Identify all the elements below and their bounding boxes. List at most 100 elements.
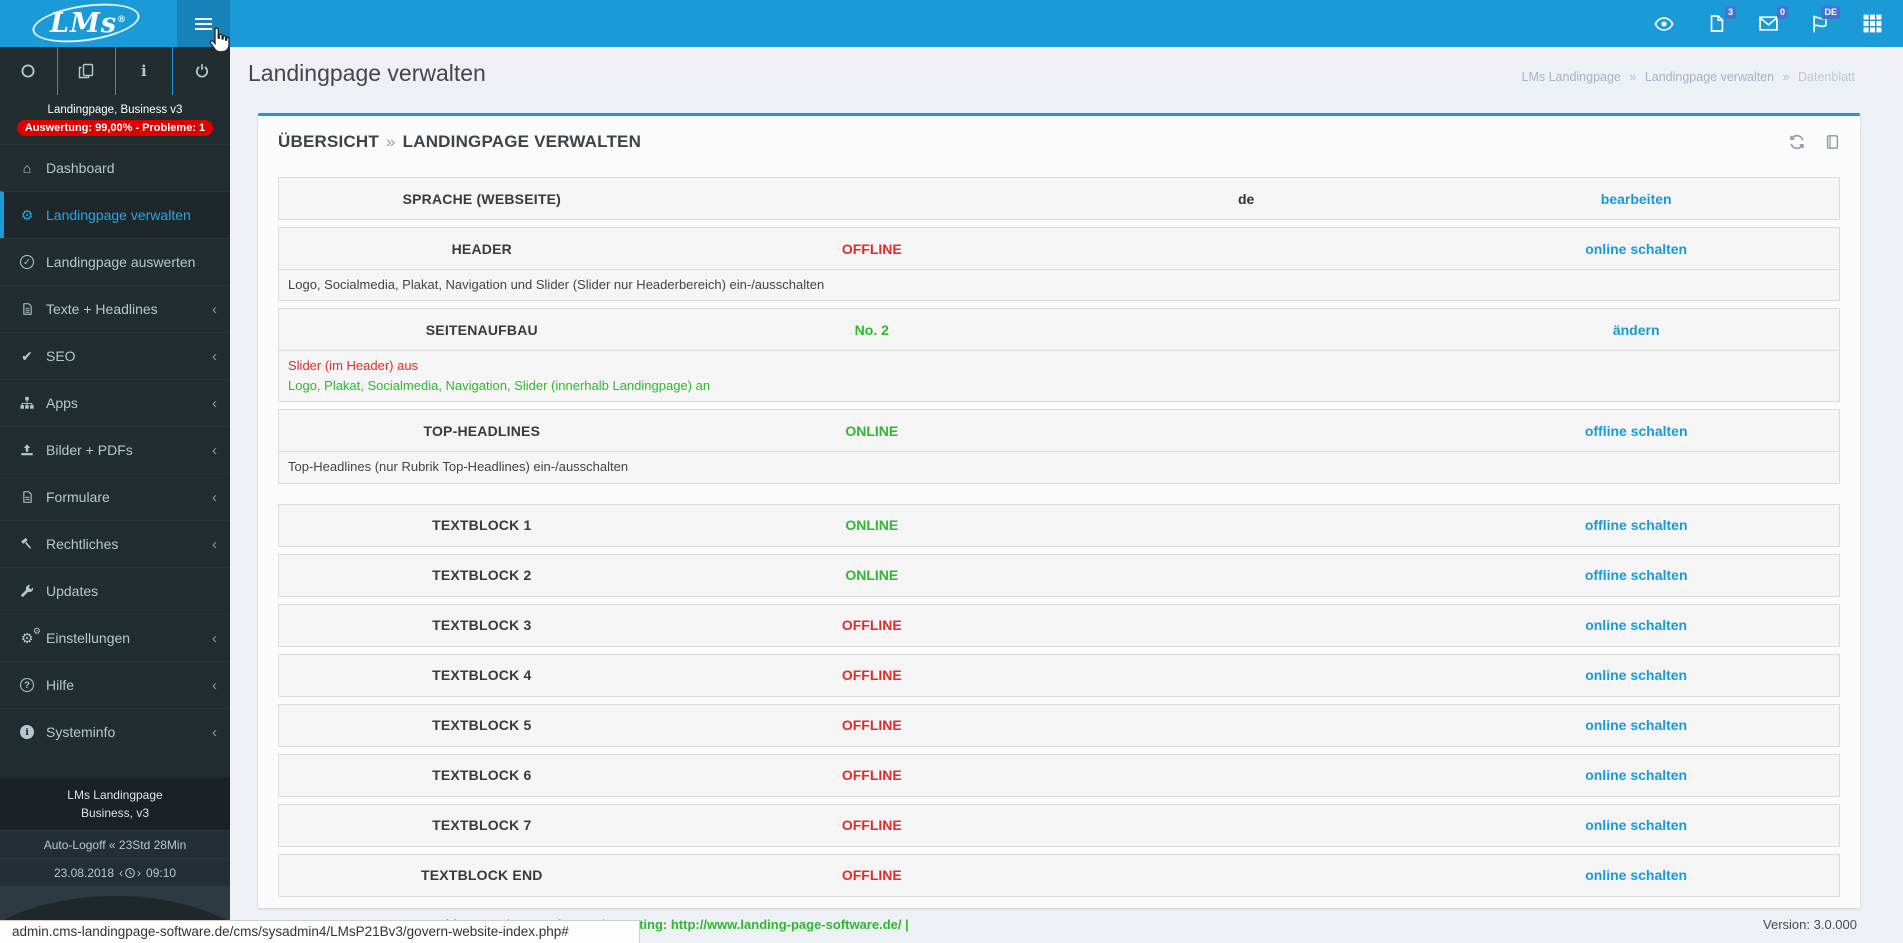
logout-power-button[interactable] bbox=[172, 47, 230, 95]
messages-button[interactable]: 0 bbox=[1757, 5, 1788, 35]
gear-icon: ⚙ bbox=[20, 206, 34, 223]
overview-panel: ÜBERSICHT» LANDINGPAGE VERWALTEN SPRACHE … bbox=[258, 113, 1860, 908]
messages-count-badge: 0 bbox=[1776, 5, 1788, 19]
current-date: 23.08.2018 bbox=[53, 865, 115, 880]
edit-link[interactable]: bearbeiten bbox=[1600, 190, 1672, 207]
row-status: OFFLINE bbox=[841, 667, 902, 684]
toggle-link[interactable]: online schalten bbox=[1585, 867, 1688, 884]
row-description: Logo, Socialmedia, Plakat, Navigation un… bbox=[279, 269, 1839, 300]
row-textblock-2: TEXTBLOCK 2 ONLINE offline schalten bbox=[278, 553, 1840, 597]
footer-product-version: Business, v3 bbox=[80, 806, 150, 820]
row-status: OFFLINE bbox=[841, 240, 902, 257]
circle-icon bbox=[21, 64, 35, 78]
toggle-link[interactable]: offline schalten bbox=[1584, 422, 1688, 439]
breadcrumb-section[interactable]: Landingpage verwalten bbox=[1644, 70, 1775, 84]
sidebar-toggle-button[interactable] bbox=[177, 0, 230, 47]
row-status: OFFLINE bbox=[841, 817, 902, 834]
toggle-link[interactable]: online schalten bbox=[1585, 240, 1688, 257]
topbar: LMs® 3 0 DE bbox=[0, 0, 1903, 49]
row-status: ONLINE bbox=[845, 567, 899, 584]
toggle-link[interactable]: offline schalten bbox=[1584, 567, 1688, 584]
info-circle-icon: i bbox=[15, 725, 39, 739]
app-logo[interactable]: LMs® bbox=[0, 0, 177, 49]
wrench-icon bbox=[15, 584, 39, 598]
toggle-link[interactable]: online schalten bbox=[1585, 817, 1688, 834]
sidebar-item-seo[interactable]: ✔ SEO ‹ bbox=[0, 332, 230, 379]
apps-grid-button[interactable] bbox=[1861, 13, 1883, 35]
sidebar-item-landingpage-auswerten[interactable]: ✓ Landingpage auswerten bbox=[0, 238, 230, 285]
row-sprache: SPRACHE (WEBSEITE) de bearbeiten bbox=[278, 177, 1840, 220]
eye-icon bbox=[1654, 16, 1674, 31]
row-status: OFFLINE bbox=[841, 767, 902, 784]
toggle-link[interactable]: online schalten bbox=[1585, 617, 1688, 634]
refresh-button[interactable] bbox=[1789, 134, 1805, 150]
status-circle-button[interactable] bbox=[0, 47, 57, 95]
grid-icon bbox=[1863, 14, 1881, 33]
row-label: TEXTBLOCK 4 bbox=[432, 667, 532, 684]
sidebar-item-dashboard[interactable]: ⌂ Dashboard bbox=[0, 144, 230, 191]
flag-icon bbox=[1813, 15, 1827, 32]
footer-product-name: LMs Landingpage bbox=[67, 788, 163, 802]
row-label: TEXTBLOCK 6 bbox=[432, 767, 532, 784]
change-link[interactable]: ändern bbox=[1612, 321, 1660, 338]
sidebar-item-bilder-pdfs[interactable]: Bilder + PDFs ‹ bbox=[0, 426, 230, 473]
sidebar-item-rechtliches[interactable]: Rechtliches ‹ bbox=[0, 520, 230, 567]
copy-button[interactable] bbox=[56, 47, 115, 95]
toggle-link[interactable]: online schalten bbox=[1585, 667, 1688, 684]
breadcrumb-home[interactable]: LMs Landingpage bbox=[1521, 70, 1621, 84]
sitemap-icon bbox=[15, 396, 39, 410]
sidebar-item-updates[interactable]: Updates bbox=[0, 567, 230, 614]
sidebar: i Landingpage, Business v3 Auswertung: 9… bbox=[0, 47, 230, 943]
breadcrumb-separator: » bbox=[1782, 70, 1790, 84]
hamburger-icon bbox=[195, 17, 212, 20]
sidebar-item-formulare[interactable]: Formulare ‹ bbox=[0, 473, 230, 520]
row-label: TEXTBLOCK END bbox=[420, 867, 543, 884]
row-textblock-end: TEXTBLOCK END OFFLINE online schalten bbox=[278, 853, 1840, 897]
manual-button[interactable] bbox=[1825, 134, 1840, 150]
row-textblock-5: TEXTBLOCK 5 OFFLINE online schalten bbox=[278, 703, 1840, 747]
logo-oval bbox=[29, 0, 142, 49]
topbar-actions: 3 0 DE bbox=[1653, 0, 1903, 47]
language-button[interactable]: DE bbox=[1809, 5, 1840, 35]
sidebar-item-systeminfo[interactable]: i Systeminfo ‹ bbox=[0, 708, 230, 755]
sidebar-item-texte-headlines[interactable]: Texte + Headlines ‹ bbox=[0, 285, 230, 332]
sidebar-footer: LMs Landingpage Business, v3 Auto-Logoff… bbox=[0, 778, 230, 943]
power-icon bbox=[195, 64, 208, 78]
sidebar-item-hilfe[interactable]: ? Hilfe ‹ bbox=[0, 661, 230, 708]
toggle-link[interactable]: online schalten bbox=[1585, 767, 1688, 784]
datetime-row: 23.08.2018 ‹ › 09:10 bbox=[0, 858, 230, 886]
home-icon: ⌂ bbox=[22, 160, 32, 176]
check-icon: ✔ bbox=[21, 347, 33, 364]
row-label: TEXTBLOCK 3 bbox=[432, 617, 532, 634]
chevron-left-icon: ‹ bbox=[212, 488, 217, 506]
toggle-link[interactable]: online schalten bbox=[1585, 717, 1688, 734]
sidebar-item-landingpage-verwalten[interactable]: ⚙ Landingpage verwalten bbox=[0, 191, 230, 238]
chevron-left-icon: ‹ bbox=[212, 300, 217, 318]
preview-eye-button[interactable] bbox=[1653, 13, 1675, 35]
row-status: ONLINE bbox=[845, 422, 899, 439]
gavel-icon bbox=[15, 537, 39, 551]
chevron-left-icon: ‹ bbox=[212, 347, 217, 365]
row-seitenaufbau: SEITENAUFBAU No. 2 ändern Slider (im Hea… bbox=[278, 308, 1840, 403]
chevron-left-icon: ‹ bbox=[212, 676, 217, 694]
sidebar-product-info: Landingpage, Business v3 Auswertung: 99,… bbox=[0, 95, 230, 144]
language-badge: DE bbox=[1821, 5, 1840, 19]
row-description: Top-Headlines (nur Rubrik Top-Headlines)… bbox=[279, 451, 1839, 482]
sidebar-item-apps[interactable]: Apps ‹ bbox=[0, 379, 230, 426]
note-file-icon bbox=[1710, 15, 1723, 32]
sidebar-menu: ⌂ Dashboard ⚙ Landingpage verwalten ✓ La… bbox=[0, 144, 230, 755]
notes-button[interactable]: 3 bbox=[1705, 5, 1736, 35]
row-label: TEXTBLOCK 1 bbox=[432, 517, 532, 534]
panel-header: ÜBERSICHT» LANDINGPAGE VERWALTEN bbox=[258, 116, 1860, 177]
evaluation-alert-badge[interactable]: Auswertung: 99,00% - Probleme: 1 bbox=[16, 120, 214, 136]
info-button[interactable]: i bbox=[114, 47, 173, 95]
routing-link[interactable]: Routing: http://www.landing-page-softwar… bbox=[613, 916, 909, 932]
sidebar-item-einstellungen[interactable]: ⚙ ⚙ Einstellungen ‹ bbox=[0, 614, 230, 661]
chevron-left-icon: ‹ bbox=[212, 723, 217, 741]
toggle-link[interactable]: offline schalten bbox=[1584, 517, 1688, 534]
row-textblock-6: TEXTBLOCK 6 OFFLINE online schalten bbox=[278, 753, 1840, 797]
chevron-left-icon: ‹ bbox=[212, 394, 217, 412]
row-label: SEITENAUFBAU bbox=[425, 321, 538, 338]
breadcrumb: LMs Landingpage » Landingpage verwalten … bbox=[1522, 70, 1856, 84]
sidebar-toolbar: i bbox=[0, 47, 230, 95]
